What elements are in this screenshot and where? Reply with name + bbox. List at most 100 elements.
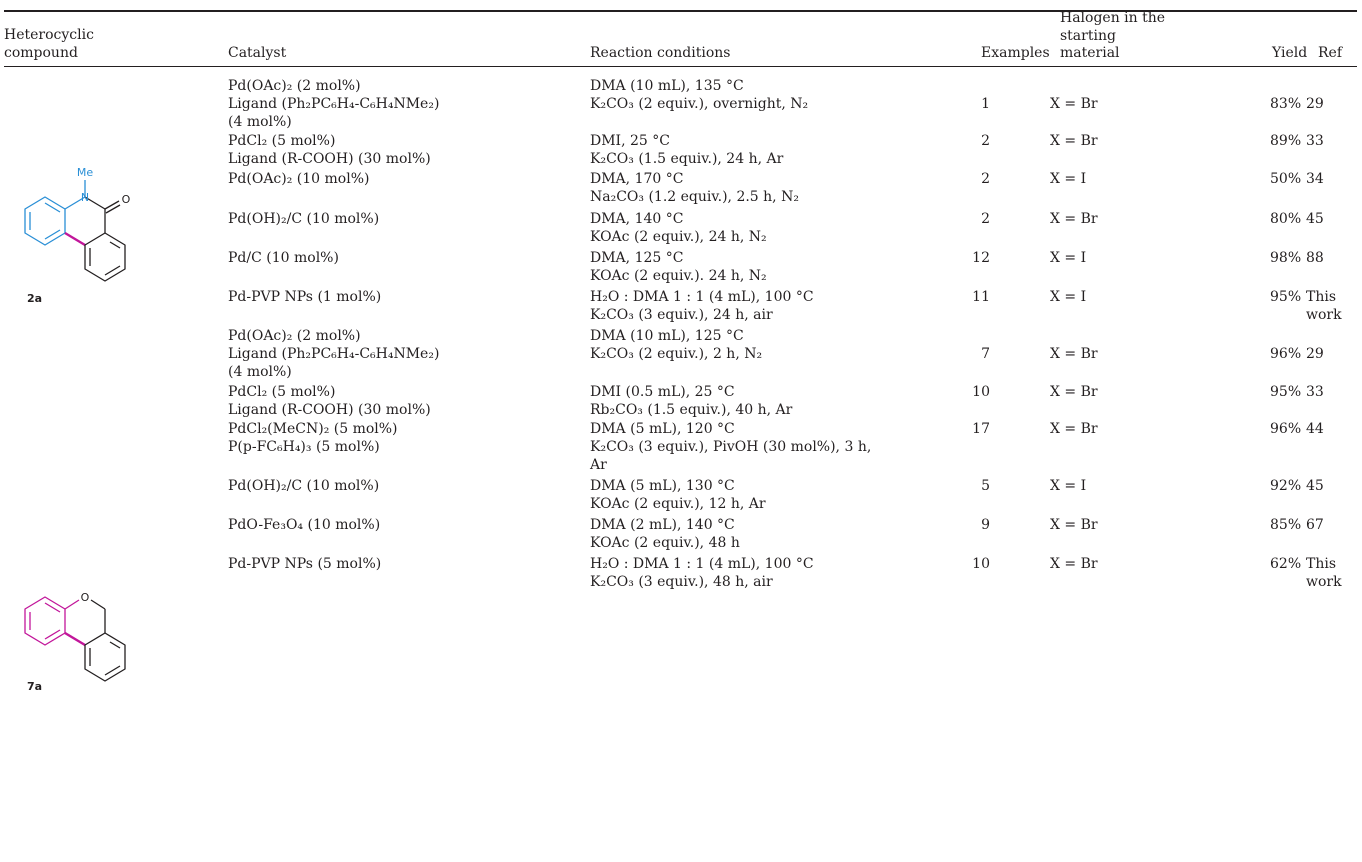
conditions-cell: K₂CO₃ (2 equiv.), overnight, N₂ — [590, 96, 809, 112]
halogen-cell: X = Br — [1050, 133, 1098, 149]
catalyst-cell: P(p-FC₆H₄)₃ (5 mol%) — [228, 439, 380, 455]
ref-cell: 33 — [1306, 133, 1324, 149]
header-ref: Ref — [1318, 45, 1343, 61]
top-rule — [4, 10, 1357, 12]
header-compound-line-2: compound — [4, 45, 78, 61]
catalyst-cell: (4 mol%) — [228, 114, 292, 130]
yield-cell: 89% — [1270, 133, 1302, 149]
halogen-cell: X = I — [1050, 171, 1087, 187]
compound-7a-label: 7a — [27, 680, 43, 693]
nitrogen-label: N — [81, 191, 89, 204]
conditions-cell: H₂O : DMA 1 : 1 (4 mL), 100 °C — [590, 289, 814, 305]
yield-cell: 50% — [1270, 171, 1302, 187]
examples-cell: 2 — [981, 211, 990, 227]
catalyst-cell: Ligand (R-COOH) (30 mol%) — [228, 151, 431, 167]
catalyst-cell: Pd-PVP NPs (1 mol%) — [228, 289, 382, 305]
catalyst-cell: PdCl₂ (5 mol%) — [228, 384, 336, 400]
examples-cell: 5 — [981, 478, 990, 494]
examples-cell: 9 — [981, 517, 990, 533]
ref-cell: This — [1306, 556, 1337, 572]
ref-cell: 29 — [1306, 346, 1324, 362]
halogen-cell: X = Br — [1050, 421, 1098, 437]
halogen-cell: X = I — [1050, 289, 1087, 305]
ref-cell: work — [1306, 574, 1342, 590]
conditions-cell: Na₂CO₃ (1.2 equiv.), 2.5 h, N₂ — [590, 189, 799, 205]
header-rule — [4, 66, 1357, 67]
conditions-cell: DMA, 125 °C — [590, 250, 684, 266]
conditions-cell: KOAc (2 equiv.), 48 h — [590, 535, 740, 551]
conditions-cell: Rb₂CO₃ (1.5 equiv.), 40 h, Ar — [590, 402, 793, 418]
catalyst-cell: Pd(OH)₂/C (10 mol%) — [228, 478, 380, 494]
catalyst-cell: (4 mol%) — [228, 364, 292, 380]
yield-cell: 98% — [1270, 250, 1302, 266]
halogen-cell: X = I — [1050, 478, 1087, 494]
conditions-cell: K₂CO₃ (3 equiv.), 48 h, air — [590, 574, 773, 590]
halogen-cell: X = Br — [1050, 556, 1098, 572]
catalyst-cell: PdCl₂(MeCN)₂ (5 mol%) — [228, 421, 398, 437]
examples-cell: 7 — [981, 346, 990, 362]
catalyst-cell: PdCl₂ (5 mol%) — [228, 133, 336, 149]
ref-cell: 44 — [1306, 421, 1324, 437]
header-compound-line-1: Heterocyclic — [4, 27, 94, 43]
catalyst-cell: Pd/C (10 mol%) — [228, 250, 339, 266]
halogen-cell: X = I — [1050, 250, 1087, 266]
ref-cell: 45 — [1306, 211, 1324, 227]
catalyst-cell: Ligand (R-COOH) (30 mol%) — [228, 402, 431, 418]
halogen-cell: X = Br — [1050, 384, 1098, 400]
conditions-cell: K₂CO₃ (3 equiv.), PivOH (30 mol%), 3 h, — [590, 439, 872, 455]
conditions-cell: DMA (5 mL), 130 °C — [590, 478, 735, 494]
compound-7a-structure: O — [24, 591, 126, 682]
catalyst-cell: PdO-Fe₃O₄ (10 mol%) — [228, 517, 381, 533]
ref-cell: 88 — [1306, 250, 1324, 266]
conditions-cell: K₂CO₃ (2 equiv.), 2 h, N₂ — [590, 346, 763, 362]
yield-cell: 95% — [1270, 384, 1302, 400]
yield-cell: 83% — [1270, 96, 1302, 112]
ref-cell: work — [1306, 307, 1342, 323]
conditions-cell: K₂CO₃ (1.5 equiv.), 24 h, Ar — [590, 151, 784, 167]
oxygen-label: O — [122, 193, 131, 206]
ref-cell: This — [1306, 289, 1337, 305]
yield-cell: 96% — [1270, 421, 1302, 437]
conditions-cell: DMA (5 mL), 120 °C — [590, 421, 735, 437]
catalyst-cell: Pd(OAc)₂ (2 mol%) — [228, 328, 361, 344]
methyl-label: Me — [77, 166, 93, 179]
catalyst-cell: Pd(OAc)₂ (10 mol%) — [228, 171, 370, 187]
catalyst-cell: Ligand (Ph₂PC₆H₄-C₆H₄NMe₂) — [228, 96, 440, 112]
conditions-cell: H₂O : DMA 1 : 1 (4 mL), 100 °C — [590, 556, 814, 572]
conditions-cell: DMA (10 mL), 135 °C — [590, 78, 744, 94]
ref-cell: 45 — [1306, 478, 1324, 494]
conditions-cell: Ar — [590, 457, 607, 473]
conditions-cell: DMI (0.5 mL), 25 °C — [590, 384, 735, 400]
conditions-cell: DMI, 25 °C — [590, 133, 670, 149]
ref-cell: 34 — [1306, 171, 1324, 187]
header-conditions: Reaction conditions — [590, 45, 731, 61]
halogen-cell: X = Br — [1050, 517, 1098, 533]
header-halogen-line-2: starting — [1060, 28, 1116, 44]
catalyst-cell: Pd(OH)₂/C (10 mol%) — [228, 211, 380, 227]
conditions-cell: DMA, 170 °C — [590, 171, 684, 187]
examples-cell: 2 — [981, 133, 990, 149]
examples-cell: 17 — [972, 421, 990, 437]
conditions-cell: KOAc (2 equiv.), 24 h, N₂ — [590, 229, 767, 245]
header-halogen-line-1: Halogen in the — [1060, 10, 1166, 26]
examples-cell: 12 — [972, 250, 990, 266]
catalyst-cell: Pd-PVP NPs (5 mol%) — [228, 556, 382, 572]
conditions-cell: K₂CO₃ (3 equiv.), 24 h, air — [590, 307, 773, 323]
conditions-cell: DMA, 140 °C — [590, 211, 684, 227]
catalyst-cell: Pd(OAc)₂ (2 mol%) — [228, 78, 361, 94]
yield-cell: 80% — [1270, 211, 1302, 227]
header-examples: Examples — [981, 45, 1050, 61]
halogen-cell: X = Br — [1050, 211, 1098, 227]
halogen-cell: X = Br — [1050, 96, 1098, 112]
examples-cell: 2 — [981, 171, 990, 187]
conditions-cell: KOAc (2 equiv.), 12 h, Ar — [590, 496, 766, 512]
header-halogen-line-3: material — [1060, 45, 1120, 61]
header-catalyst: Catalyst — [228, 45, 287, 61]
ref-cell: 33 — [1306, 384, 1324, 400]
compound-2a-structure: Me N O — [24, 166, 131, 282]
examples-cell: 1 — [981, 96, 990, 112]
ref-cell: 67 — [1306, 517, 1324, 533]
ref-cell: 29 — [1306, 96, 1324, 112]
yield-cell: 92% — [1270, 478, 1302, 494]
yield-cell: 95% — [1270, 289, 1302, 305]
